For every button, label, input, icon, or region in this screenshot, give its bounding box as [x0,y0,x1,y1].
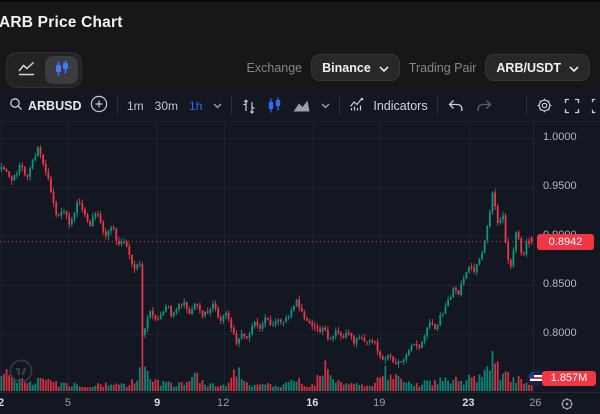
price-tick-label: 0.9500 [543,180,577,192]
trading-pair-dropdown[interactable]: ARB/USDT [485,54,590,81]
chart-toolbar: ARBUSDT 1m 30m 1h Ind [0,90,600,122]
indicators-label: Indicators [373,98,428,113]
pair-controls: Exchange Binance Trading Pair ARB/USDT [247,54,590,81]
history-group [447,99,493,113]
time-axis-settings-button[interactable] [560,397,574,411]
flag-coin-icon [527,369,545,387]
toolbar-divider [339,96,341,115]
chevron-down-icon [213,103,222,108]
time-tick-label: 12 [217,397,230,409]
settings-button[interactable] [536,97,553,114]
chevron-down-icon [321,103,330,108]
redo-button[interactable] [476,99,493,113]
chart-widget: ARBUSDT 1m 30m 1h Ind [0,90,600,414]
fullscreen-button[interactable] [564,98,580,114]
chart-type-group [241,97,330,115]
time-tick-label: 5 [64,397,72,409]
time-tick-label: 26 [529,397,542,409]
time-tick-label: 16 [306,397,319,409]
indicators-button[interactable]: Indicators [349,97,428,115]
expand-icon [591,98,595,113]
toolbar-divider [231,96,233,115]
candles-style-icon [269,97,281,113]
area-style-button[interactable] [292,98,311,113]
gear-icon [561,398,573,410]
price-tick-label: 0.8500 [543,278,577,290]
exchange-label: Exchange [246,60,303,75]
interval-menu-button[interactable] [213,103,222,109]
exchange-value: Binance [322,60,371,75]
indicators-icon [349,97,366,115]
trading-pair-label: Trading Pair [408,60,477,75]
toolbar-right-icons [536,97,600,114]
last-price-badge: 0.8942 [537,233,594,250]
volume-badge: 1.857M [542,371,596,386]
symbol-search-button[interactable]: ARBUSDT [9,97,81,114]
area-style-icon [293,100,310,112]
time-tick-label: 19 [373,397,386,409]
undo-icon [448,99,463,111]
symbol-label: ARBUSDT [28,98,81,113]
line-style-button[interactable] [10,56,43,84]
interval-30m[interactable]: 30m [154,98,179,113]
chart-canvas[interactable] [0,122,533,392]
price-tick-label: 0.8000 [543,327,577,339]
interval-1h[interactable]: 1h [189,98,203,113]
candle-style-button[interactable] [45,56,78,84]
interval-1m[interactable]: 1m [127,98,144,113]
trading-pair-value: ARB/USDT [496,60,561,75]
chart-type-menu-button[interactable] [321,103,330,109]
line-chart-icon [17,61,36,80]
fullscreen-icon [564,98,579,113]
search-icon [9,97,23,114]
time-tick-label: 9 [154,397,161,409]
chart-style-toggle [6,52,82,88]
candles-style-button[interactable] [267,97,282,114]
interval-group: 1m 30m 1h [127,99,222,113]
window-top-edge [0,0,600,2]
bars-style-button[interactable] [241,97,257,115]
time-axis[interactable]: 2 5 9 12 16 19 23 26 [0,392,600,414]
tradingview-logo[interactable] [9,359,33,383]
time-tick-label: 23 [462,397,475,409]
price-tick-label: 1.0000 [543,131,577,143]
candlestick-icon [54,60,70,80]
toolbar-divider [436,96,438,115]
page-title: ARB Price Chart [0,14,123,31]
expand-button[interactable] [591,98,600,114]
bars-style-icon [243,98,255,114]
toolbar-divider [525,96,527,115]
undo-button[interactable] [447,99,464,113]
gear-icon [536,98,552,113]
exchange-dropdown[interactable]: Binance [311,54,400,81]
chevron-down-icon [569,61,579,75]
plus-circle-icon [90,95,108,116]
time-axis-labels: 2 5 9 12 16 19 23 26 [0,393,542,414]
chevron-down-icon [379,61,389,75]
redo-icon [477,99,491,111]
time-tick-label: 2 [0,397,5,409]
toolbar-divider [117,96,118,115]
compare-add-button[interactable] [90,95,108,116]
